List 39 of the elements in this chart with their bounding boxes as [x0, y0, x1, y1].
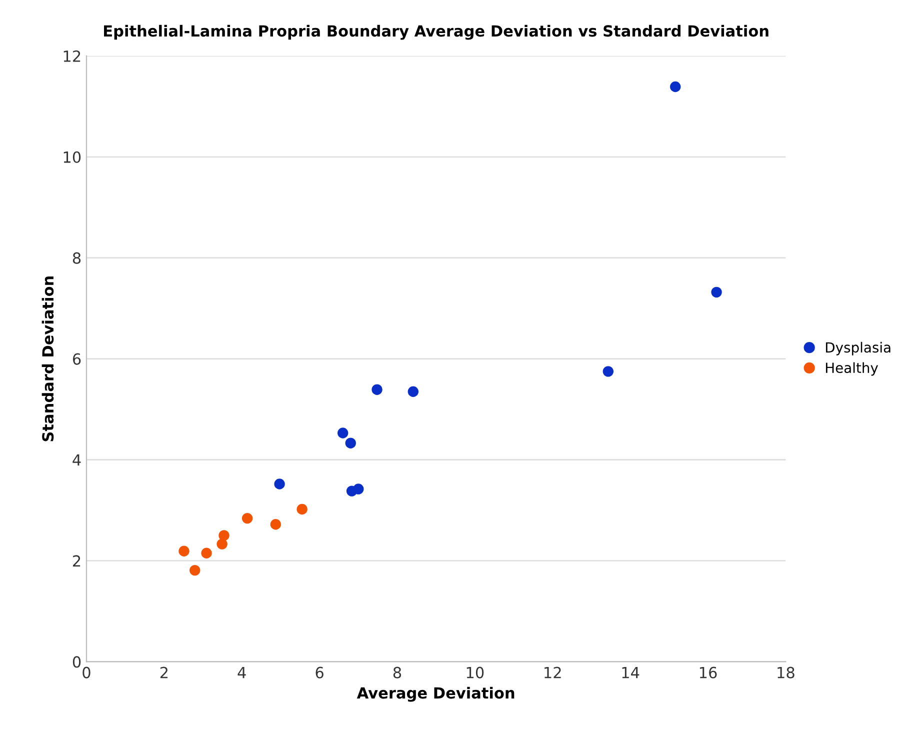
x-axis-title: Average Deviation [356, 686, 514, 702]
point [218, 530, 230, 541]
legend-label: Dysplasia [826, 342, 890, 356]
point [711, 286, 722, 298]
y-tick-label: 0 [72, 656, 81, 668]
x-tick-label: 0 [82, 666, 90, 678]
point [274, 478, 285, 490]
y-tick-label: 6 [72, 353, 81, 365]
y-tick-label: 8 [72, 252, 81, 264]
legend-label: Healthy [826, 362, 878, 376]
x-tick-label: 14 [622, 666, 640, 678]
point [216, 538, 228, 550]
y-tick-label: 2 [73, 555, 80, 567]
y-tick-label: 12 [64, 50, 80, 62]
y-axis-title: Standard Deviation [42, 276, 54, 442]
x-tick-label: 16 [700, 666, 717, 678]
point [372, 384, 382, 395]
point [345, 438, 356, 448]
x-tick-label: 12 [544, 666, 561, 678]
point [270, 519, 282, 530]
point [242, 512, 253, 524]
x-tick-label: 8 [393, 666, 402, 678]
point [201, 548, 212, 558]
point [353, 484, 364, 494]
x-tick-label: 4 [238, 666, 246, 678]
x-tick-label: 10 [466, 666, 484, 678]
point [190, 564, 200, 576]
x-tick-label: 2 [160, 666, 168, 678]
point [296, 504, 308, 515]
chart-title: Epithelial-Lamina Propria Boundary Average Deviation vs Standard Deviation [104, 24, 768, 40]
point [670, 81, 681, 92]
point [178, 546, 190, 556]
point [408, 386, 419, 397]
x-tick-label: 6 [316, 666, 324, 678]
point [602, 366, 614, 377]
x-tick-label: 18 [778, 666, 794, 678]
y-tick-label: 10 [64, 151, 81, 163]
point [338, 428, 348, 438]
y-tick-label: 4 [72, 454, 81, 466]
